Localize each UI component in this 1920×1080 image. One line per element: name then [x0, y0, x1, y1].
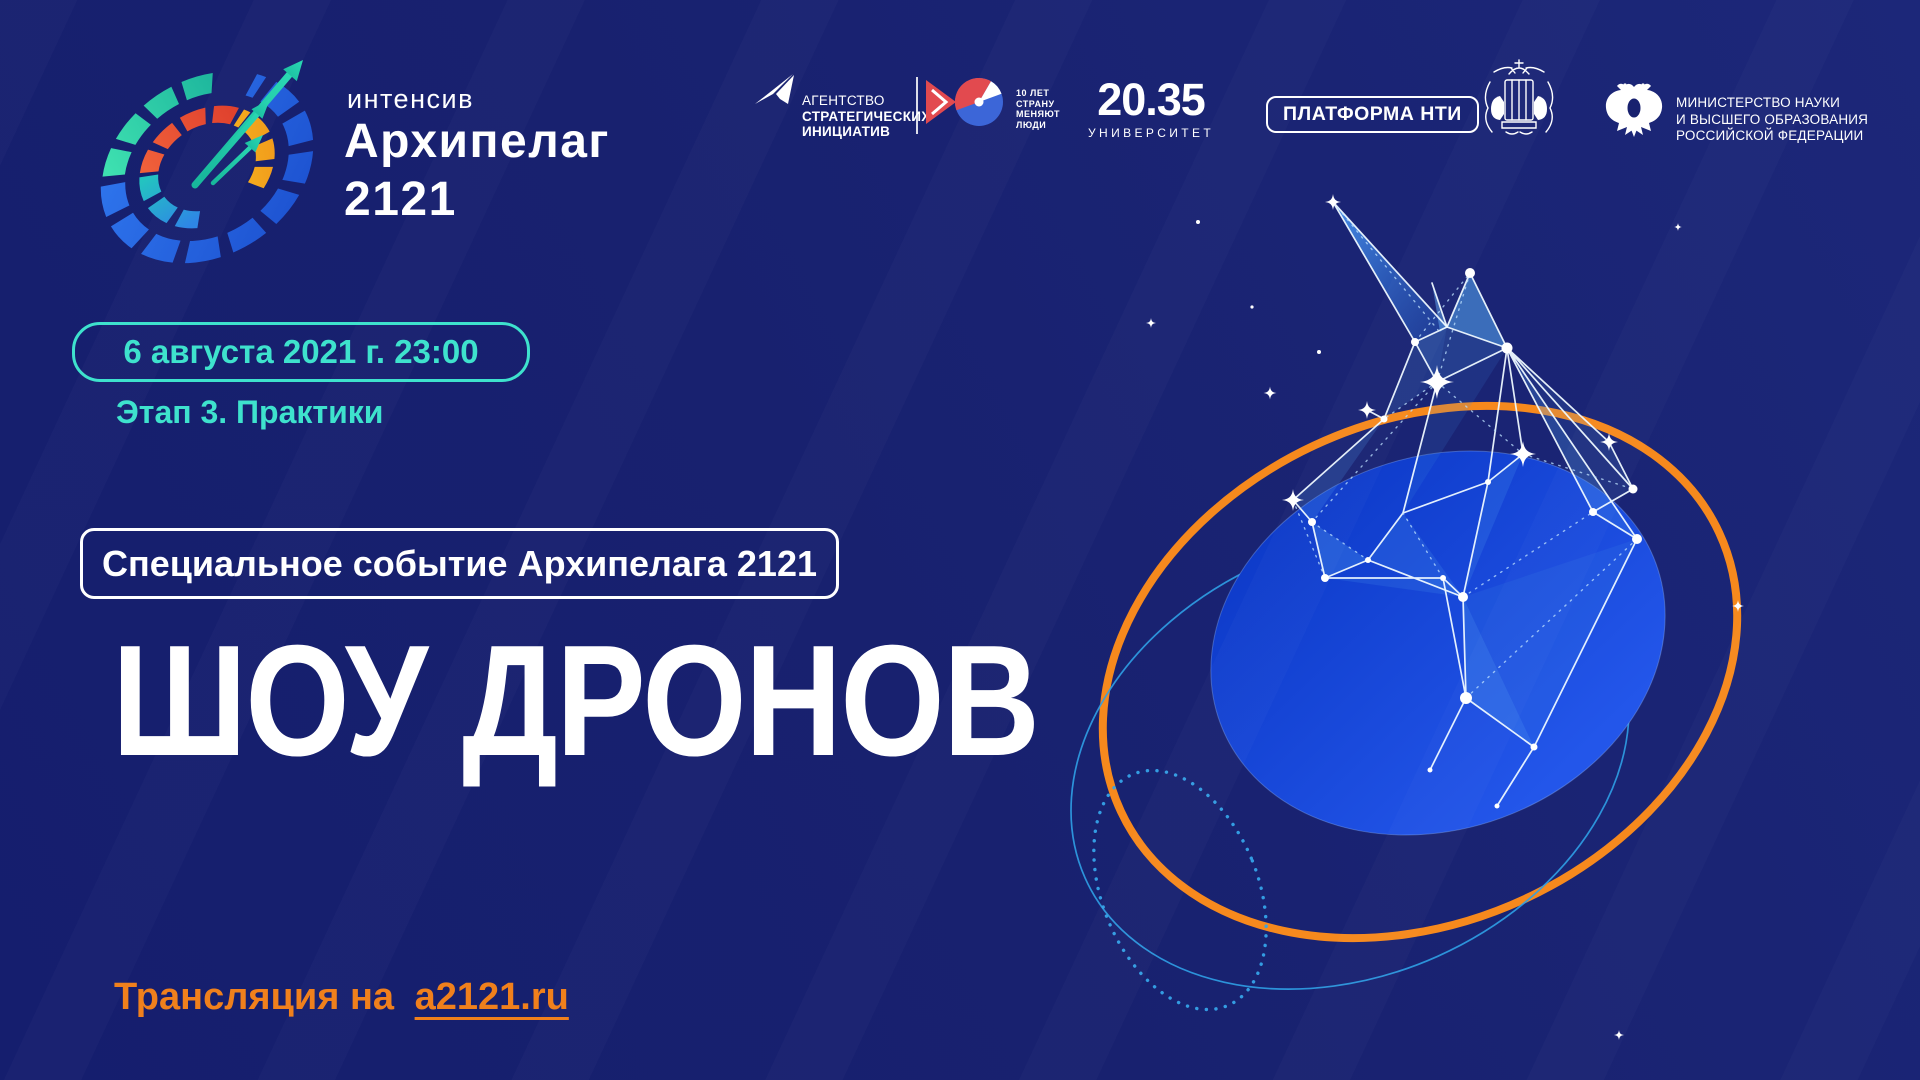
asi-logo-text: АГЕНТСТВО СТРАТЕГИЧЕСКИХ ИНИЦИАТИВ: [802, 93, 931, 139]
archipelago-spiral-icon: [100, 60, 314, 264]
ministry-logo-text: МИНИСТЕРСТВО НАУКИ И ВЫСШЕГО ОБРАЗОВАНИЯ…: [1676, 95, 1869, 143]
novgorod-coat-of-arms-icon: [1484, 59, 1554, 135]
background-stars: [1146, 220, 1744, 1040]
decade-10-icon: [926, 77, 1003, 126]
dotted-orbit-ring: [1092, 768, 1268, 1012]
special-event-badge: Специальное событие Архипелага 2121: [80, 528, 839, 599]
date-badge: 6 августа 2021 г. 23:00: [72, 322, 530, 382]
ministry-eagle-icon: [1605, 83, 1663, 137]
nti-label: ПЛАТФОРМА НТИ: [1283, 103, 1462, 125]
broadcast-prefix: Трансляция на: [114, 976, 395, 1018]
special-event-text: Специальное событие Архипелага 2121: [101, 542, 817, 584]
page-title: ШОУ ДРОНОВ: [112, 613, 1040, 789]
decade-logo-text: 10 ЛЕТ СТРАНУ МЕНЯЮТ ЛЮДИ: [1016, 88, 1061, 130]
orange-orbit-ring: [1098, 401, 1742, 943]
brand-name: Архипелаг: [344, 115, 610, 168]
university-caption: УНИВЕРСИТЕТ: [1088, 126, 1215, 140]
date-text: 6 августа 2021 г. 23:00: [123, 333, 479, 370]
planet-disc: [1210, 450, 1666, 836]
partner-divider: [916, 77, 918, 134]
university-2035-logo: 20.35 УНИВЕРСИТЕТ: [1088, 77, 1214, 140]
broadcast-line: Трансляция на a2121.ru: [114, 976, 569, 1019]
brand-year: 2121: [344, 173, 457, 226]
nti-platform-badge: ПЛАТФОРМА НТИ: [1266, 96, 1479, 133]
stage-label: Этап 3. Практики: [116, 394, 384, 430]
broadcast-link[interactable]: a2121.ru: [414, 976, 569, 1018]
university-number: 20.35: [1097, 74, 1206, 125]
unicorn-wireframe-graphic: [1282, 194, 1642, 809]
sparkle-icon: [1282, 194, 1618, 511]
asi-plane-icon: [755, 74, 794, 104]
brand-kicker: интенсив: [347, 84, 474, 114]
